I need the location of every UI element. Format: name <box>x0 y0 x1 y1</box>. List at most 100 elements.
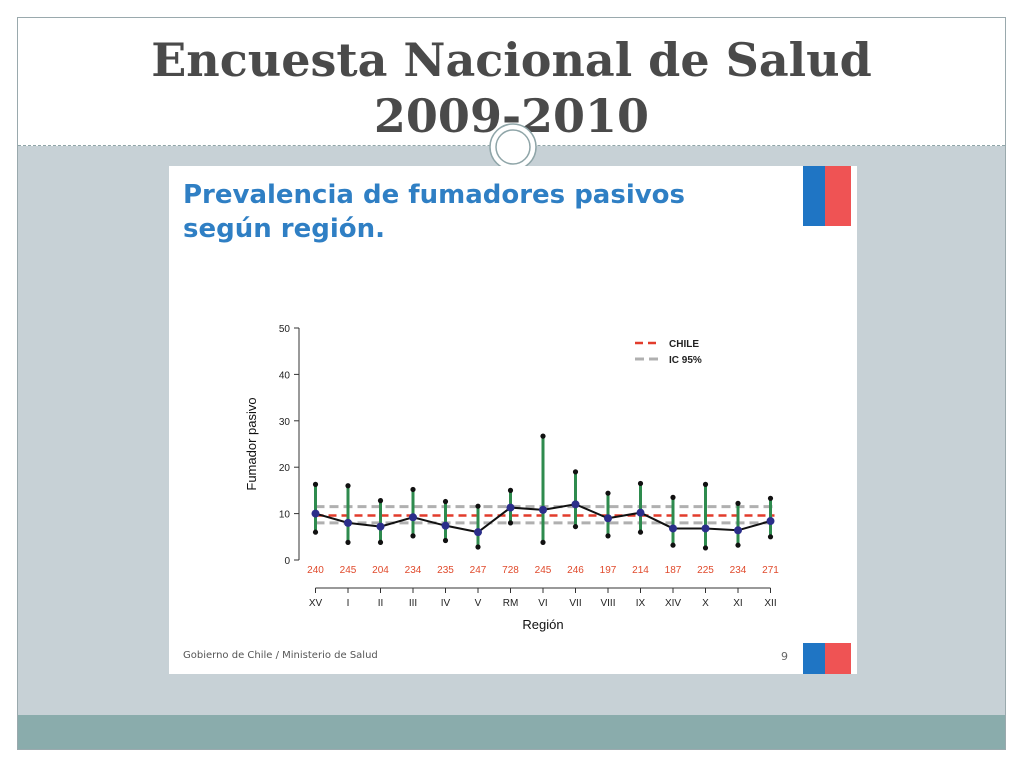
y-tick-label: 0 <box>284 556 290 567</box>
y-axis-label: Fumador pasivo <box>244 397 259 490</box>
flag-red-stripe <box>825 643 851 674</box>
ci-lower-marker <box>442 537 449 544</box>
slide-title: Encuesta Nacional de Salud 2009-2010 <box>18 32 1005 144</box>
flag-blue-stripe <box>803 643 825 674</box>
ci-upper-marker <box>605 490 611 496</box>
ci-lower-marker <box>605 533 611 539</box>
ci-lower-marker <box>410 533 416 539</box>
legend-chile-label: CHILE <box>669 339 699 350</box>
bottom-bar <box>18 715 1005 749</box>
ci-lower-marker <box>345 539 351 545</box>
footer-text: Gobierno de Chile / Ministerio de Salud <box>183 650 378 661</box>
ci-lower-marker <box>475 544 481 550</box>
ci-lower-marker <box>377 539 384 545</box>
confidence-intervals <box>312 433 774 551</box>
estimate-point <box>344 518 352 527</box>
estimate-point <box>376 522 385 531</box>
x-tick-label: XII <box>764 598 776 609</box>
chart-legend: CHILE IC 95% <box>635 339 702 366</box>
ci-upper-marker <box>345 483 351 489</box>
x-tick-label: VII <box>569 598 581 609</box>
circle-ornament-icon <box>489 123 537 171</box>
ci-lower-marker <box>735 542 741 548</box>
ci-upper-marker <box>312 481 319 487</box>
estimate-point <box>506 503 515 512</box>
ci-lower-marker <box>702 545 709 551</box>
legend-ic-label: IC 95% <box>669 355 702 366</box>
x-tick-label: V <box>475 598 482 609</box>
x-tick-label: IX <box>636 598 646 609</box>
estimate-point <box>734 526 742 535</box>
ci-upper-marker <box>572 469 579 475</box>
estimate-point <box>669 524 677 533</box>
x-tick-label: XIV <box>665 598 681 609</box>
slide-title-line1: Encuesta Nacional de Salud <box>151 33 872 87</box>
chart-heading-line1: Prevalencia de fumadores pasivos <box>183 180 686 210</box>
estimate-point <box>409 513 417 522</box>
ci-lower-marker <box>637 529 644 535</box>
ci-upper-marker <box>702 481 709 487</box>
flag-blue-stripe <box>803 166 825 226</box>
ci-lower-marker <box>572 523 579 530</box>
estimate-point <box>766 517 775 526</box>
chart-labels: 240 245 204 234 235 247 728 245 246 197 214 187 225 2… <box>307 565 779 576</box>
ci-upper-marker <box>475 503 481 509</box>
y-tick-label: 20 <box>279 463 291 474</box>
ci-upper-marker <box>735 500 741 506</box>
y-tick-label: 30 <box>279 417 291 428</box>
estimate-point <box>311 509 320 518</box>
sample-size-label: 214 <box>632 565 649 576</box>
sample-size-label: 240 <box>307 565 324 576</box>
ci-upper-marker <box>637 480 644 487</box>
x-tick-label: III <box>409 598 417 609</box>
ci-upper-marker <box>410 486 416 493</box>
x-tick-label: I <box>347 598 350 609</box>
sample-size-label: 246 <box>567 565 584 576</box>
estimate-point <box>539 505 547 514</box>
sample-size-label: 245 <box>535 565 552 576</box>
estimate-point <box>636 508 645 517</box>
sample-size-label: 235 <box>437 565 454 576</box>
sample-size-label: 225 <box>697 565 714 576</box>
x-tick-label: X <box>702 598 709 609</box>
ci-upper-marker <box>377 498 384 504</box>
estimate-point <box>474 528 482 537</box>
ci-lower-marker <box>540 539 546 545</box>
estimate-points <box>311 500 775 537</box>
x-axis-label: Región <box>522 617 563 632</box>
x-tick-label: VIII <box>600 598 615 609</box>
sample-size-label: 234 <box>405 565 422 576</box>
sample-size-label: 271 <box>762 565 779 576</box>
y-tick-label: 40 <box>279 370 291 381</box>
ci-upper-marker <box>507 487 514 493</box>
x-tick-label: II <box>378 598 384 609</box>
estimate-point <box>701 524 710 533</box>
y-tick-label: 50 <box>279 324 291 335</box>
sample-size-label: 197 <box>600 565 617 576</box>
x-tick-label: RM <box>503 598 519 609</box>
flag-red-stripe <box>825 166 851 226</box>
x-tick-label: VI <box>538 598 547 609</box>
x-tick-label: XV <box>309 598 323 609</box>
sample-size-label: 204 <box>372 565 389 576</box>
ci-upper-marker <box>670 494 676 500</box>
embedded-slide: Prevalencia de fumadores pasivos según r… <box>169 166 857 674</box>
chart-heading: Prevalencia de fumadores pasivos según r… <box>183 178 783 246</box>
estimate-point <box>571 500 580 509</box>
estimate-point <box>604 514 612 523</box>
sample-size-label: 234 <box>730 565 747 576</box>
sample-size-label: 247 <box>470 565 487 576</box>
slide-frame: Encuesta Nacional de Salud 2009-2010 Pre… <box>17 17 1006 750</box>
ci-upper-marker <box>767 495 774 501</box>
chart-heading-line2: según región. <box>183 214 386 244</box>
ci-lower-marker <box>670 542 676 548</box>
page-number: 9 <box>781 650 788 663</box>
flag-top-icon <box>803 166 851 226</box>
sample-size-label: 187 <box>665 565 682 576</box>
flag-bottom-icon <box>803 643 851 674</box>
ci-lower-marker <box>767 534 774 540</box>
x-tick-label: IV <box>441 598 451 609</box>
ci-upper-marker <box>442 498 449 505</box>
